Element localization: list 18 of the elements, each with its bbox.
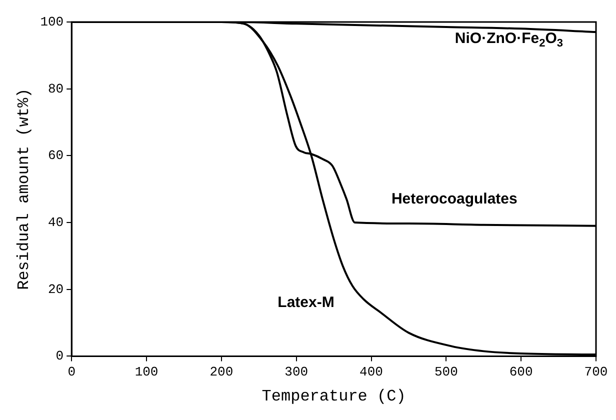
- x-tick-label: 300: [284, 364, 308, 380]
- y-tick-label: 60: [48, 148, 64, 164]
- y-tick-label: 40: [48, 214, 64, 230]
- y-tick-label: 20: [48, 282, 64, 297]
- x-tick-label: 100: [134, 364, 158, 380]
- x-tick-label: 500: [434, 364, 458, 380]
- y-tick-label: 0: [56, 348, 64, 364]
- y-tick-label: 100: [40, 14, 64, 30]
- y-tick-label: 80: [48, 81, 64, 96]
- y-axis-title: Residual amount (wt%): [14, 88, 33, 290]
- x-tick-label: 400: [360, 364, 383, 380]
- x-tick-label: 600: [509, 364, 533, 380]
- x-axis-title: Temperature (C): [262, 388, 406, 406]
- series-label: Heterocoagulates: [391, 190, 518, 208]
- series-label: Latex-M: [278, 294, 334, 311]
- x-tick-label: 700: [584, 364, 608, 380]
- x-tick-label: 0: [68, 364, 76, 380]
- x-tick-label: 200: [210, 364, 234, 380]
